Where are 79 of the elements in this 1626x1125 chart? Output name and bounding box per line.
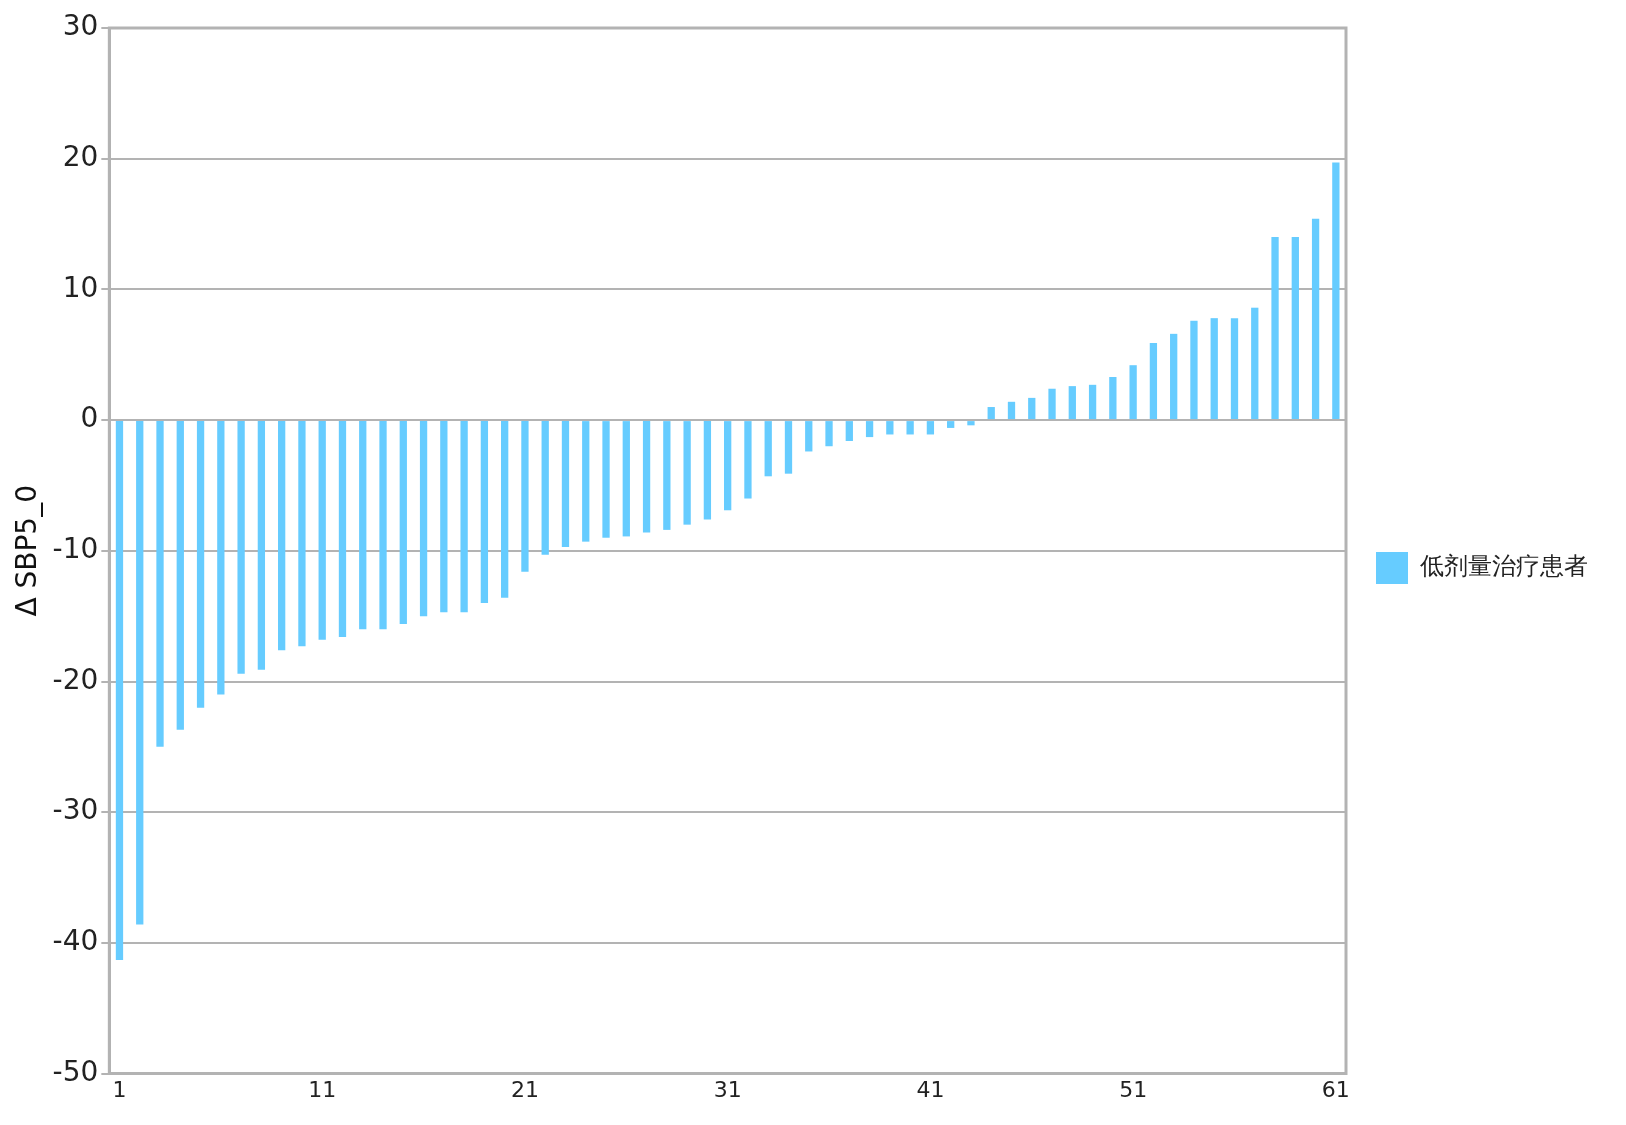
y-tick-label: 30 bbox=[62, 9, 99, 43]
y-axis-title: Δ SBP5_0 bbox=[10, 485, 44, 617]
bar bbox=[764, 421, 772, 477]
bar bbox=[338, 421, 347, 638]
bar bbox=[237, 421, 245, 674]
bar bbox=[947, 421, 955, 428]
bar bbox=[805, 421, 813, 452]
bar bbox=[115, 421, 124, 960]
bar bbox=[926, 421, 935, 435]
y-tick-label: 10 bbox=[62, 270, 99, 304]
bar bbox=[318, 421, 326, 640]
bar bbox=[1068, 386, 1076, 420]
bar bbox=[724, 421, 732, 511]
x-tick-label: 51 bbox=[1119, 1076, 1148, 1102]
bar bbox=[440, 421, 448, 613]
bar bbox=[784, 421, 793, 474]
y-tick-label: -40 bbox=[52, 924, 99, 958]
bar bbox=[196, 421, 205, 708]
bar bbox=[582, 421, 590, 542]
bar bbox=[825, 421, 833, 447]
bar bbox=[865, 421, 874, 438]
bar bbox=[683, 421, 691, 525]
bar bbox=[176, 421, 184, 730]
x-tick-label: 1 bbox=[112, 1076, 127, 1102]
bar bbox=[257, 421, 266, 670]
bar bbox=[602, 421, 610, 538]
bar bbox=[521, 421, 529, 572]
bar bbox=[136, 421, 144, 925]
bar bbox=[642, 421, 651, 533]
bar bbox=[1190, 320, 1198, 420]
bar bbox=[1271, 237, 1279, 420]
bar bbox=[379, 421, 387, 630]
bar bbox=[1109, 376, 1117, 420]
bar bbox=[1170, 333, 1178, 420]
bar bbox=[663, 421, 671, 530]
bar bbox=[480, 421, 489, 604]
y-tick-label: -50 bbox=[52, 1054, 99, 1088]
bar bbox=[278, 421, 286, 651]
bar bbox=[501, 421, 509, 598]
bar bbox=[156, 421, 164, 747]
bar bbox=[399, 421, 407, 624]
x-tick-label: 31 bbox=[713, 1076, 742, 1102]
bar bbox=[1332, 162, 1340, 420]
bar bbox=[1028, 397, 1036, 420]
x-tick-label: 11 bbox=[308, 1076, 337, 1102]
y-tick-label: -10 bbox=[52, 532, 99, 566]
bar bbox=[622, 421, 630, 537]
x-tick-label: 61 bbox=[1321, 1076, 1350, 1102]
bar bbox=[460, 421, 468, 613]
bar bbox=[967, 421, 975, 426]
bar bbox=[845, 421, 853, 442]
bar bbox=[1129, 365, 1137, 420]
bar bbox=[541, 421, 549, 555]
x-tick-label: 41 bbox=[916, 1076, 945, 1102]
bar bbox=[298, 421, 306, 647]
bar bbox=[1251, 307, 1259, 420]
legend-label: 低剂量治疗患者 bbox=[1420, 552, 1588, 581]
y-tick-label: -20 bbox=[52, 662, 99, 696]
bar bbox=[1210, 318, 1218, 420]
bar bbox=[1230, 318, 1239, 420]
bar bbox=[906, 421, 914, 435]
y-tick-label: -30 bbox=[52, 793, 99, 827]
bar bbox=[1149, 342, 1158, 420]
bar bbox=[217, 421, 225, 695]
bar bbox=[886, 421, 894, 435]
bar bbox=[987, 407, 995, 420]
bar bbox=[1311, 218, 1320, 420]
bar bbox=[561, 421, 570, 547]
bar bbox=[1007, 401, 1016, 420]
y-tick-label: 20 bbox=[62, 139, 99, 173]
x-tick-label: 21 bbox=[510, 1076, 539, 1102]
bar bbox=[1291, 237, 1299, 420]
bar bbox=[419, 421, 428, 617]
bar bbox=[359, 421, 367, 630]
bar bbox=[1048, 388, 1056, 420]
bar bbox=[1088, 384, 1097, 420]
y-tick-label: 0 bbox=[80, 401, 99, 435]
bar bbox=[744, 421, 752, 499]
bar bbox=[703, 421, 712, 520]
